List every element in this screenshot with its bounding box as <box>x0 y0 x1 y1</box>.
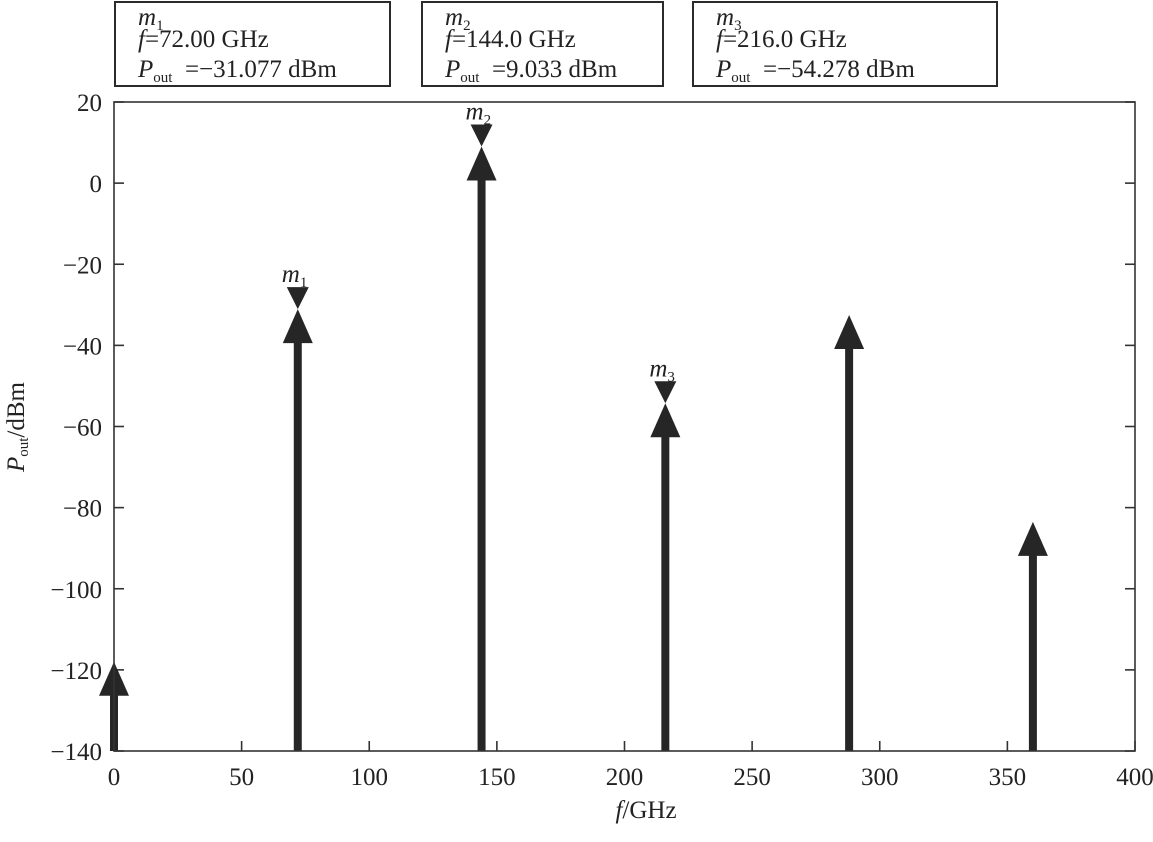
y-tick-label: −60 <box>63 415 102 442</box>
m3-box-index: 3 <box>734 18 742 34</box>
m3-power-readout: =−54.278 dBm <box>762 56 915 83</box>
m3-power-sub: out <box>731 70 751 86</box>
m2-freq-var: f <box>445 26 452 53</box>
y-tick-label: 0 <box>90 171 103 198</box>
marker-label: m1 <box>282 261 308 291</box>
m2-frequency-readout: =144.0 GHz <box>451 26 576 53</box>
marker-readout-m3: m3 f=216.0 GHz Pout =−54.278 dBm <box>692 1 998 87</box>
x-tick-label: 150 <box>478 764 516 791</box>
marker-symbols: m1 m2 m3 <box>282 98 677 404</box>
y-tick-label: −40 <box>63 333 102 360</box>
m1-power-readout: =−31.077 dBm <box>184 56 337 83</box>
stem-arrowhead <box>466 146 497 181</box>
m1-box-index: 1 <box>156 18 164 34</box>
stem-arrowhead <box>282 309 313 344</box>
m2-power-sub: out <box>460 70 480 86</box>
plot-frame <box>113 101 1136 752</box>
m1-frequency-readout: =72.00 GHz <box>144 26 269 53</box>
m3-frequency-readout: =216.0 GHz <box>722 26 847 53</box>
axis-ticks <box>113 101 1136 752</box>
m2-power-var: P <box>445 56 461 83</box>
x-tick-label: 300 <box>861 764 899 791</box>
x-tick-label: 200 <box>606 764 644 791</box>
y-tick-label: −100 <box>50 577 102 604</box>
y-tick-labels: 20 0 −20 −40 −60 −80 −100 −120 −140 <box>50 90 102 766</box>
m3-power-var: P <box>716 56 732 83</box>
marker-readout-m2: m2 f=144.0 GHz Pout =9.033 dBm <box>421 1 664 87</box>
spectrum-stems <box>99 146 1048 751</box>
marker-label: m2 <box>466 98 492 128</box>
m2-power-readout: =9.033 dBm <box>491 56 618 83</box>
marker-triangle <box>654 381 677 404</box>
m1-box-name: m <box>138 4 157 31</box>
y-tick-label: −20 <box>63 252 102 279</box>
y-tick-label: −140 <box>50 739 102 766</box>
marker-label: m3 <box>649 355 675 385</box>
y-axis-title: Pout/dBm <box>3 381 32 473</box>
x-tick-label: 0 <box>108 764 121 791</box>
y-tick-label: 20 <box>77 90 102 117</box>
x-axis-title: f/GHz <box>615 797 676 824</box>
marker-triangle <box>286 287 309 310</box>
x-tick-label: 250 <box>733 764 771 791</box>
stem-arrowhead <box>1017 521 1048 556</box>
x-tick-label: 400 <box>1116 764 1153 791</box>
x-tick-label: 50 <box>229 764 254 791</box>
y-tick-label: −120 <box>50 658 102 685</box>
stem-arrowhead <box>834 314 865 349</box>
x-tick-labels: 0 50 100 150 200 250 300 350 400 <box>108 764 1153 791</box>
m3-box-name: m <box>716 4 735 31</box>
m1-freq-var: f <box>138 26 145 53</box>
m2-box-index: 2 <box>463 18 471 34</box>
m2-box-name: m <box>445 4 464 31</box>
x-tick-label: 100 <box>351 764 389 791</box>
stem-arrowhead <box>650 403 681 438</box>
x-tick-label: 350 <box>989 764 1027 791</box>
marker-triangle <box>470 124 493 147</box>
m3-freq-var: f <box>716 26 723 53</box>
m1-power-sub: out <box>153 70 173 86</box>
marker-readout-m1: m1 f=72.00 GHz Pout =−31.077 dBm <box>114 1 391 87</box>
y-tick-label: −80 <box>63 496 102 523</box>
m1-power-var: P <box>138 56 154 83</box>
